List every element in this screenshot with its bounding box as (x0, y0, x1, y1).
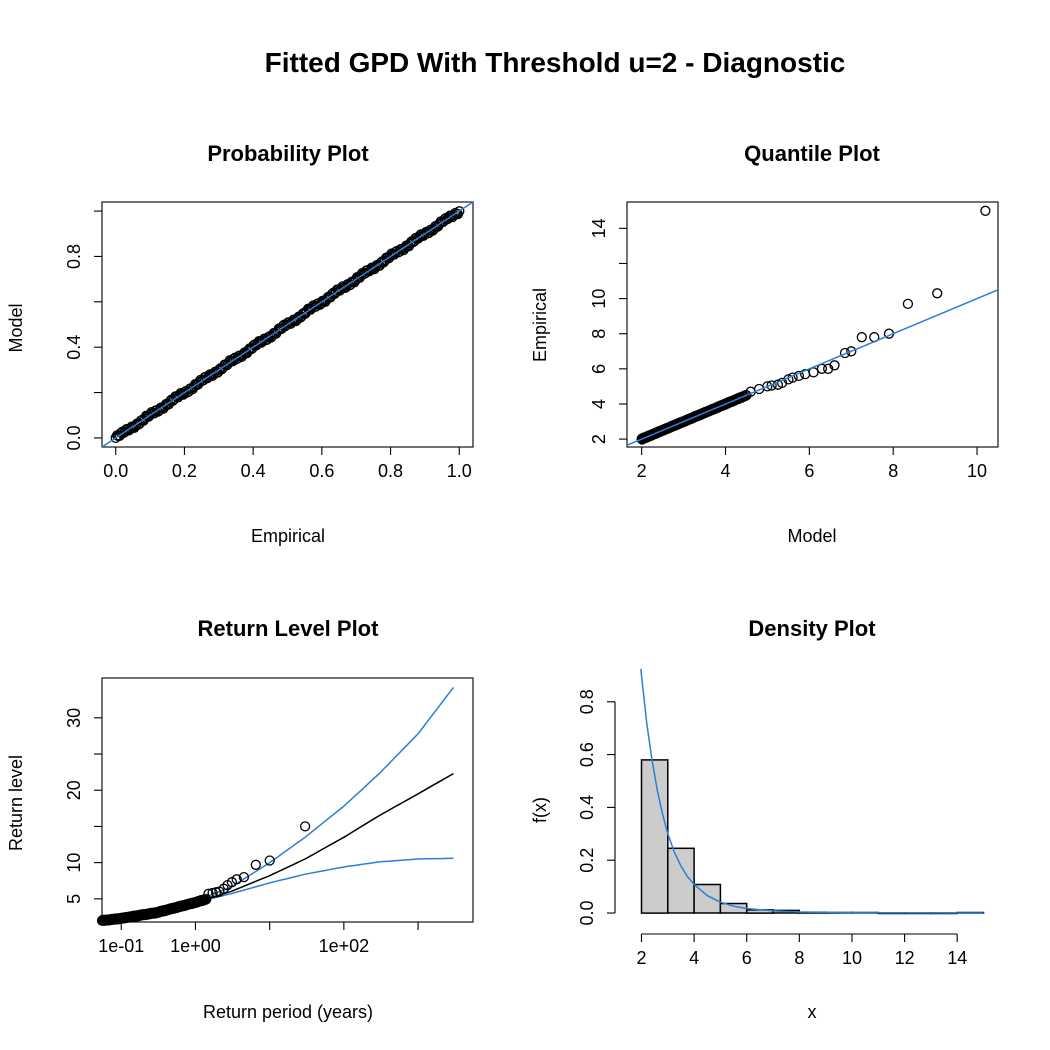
quantile-point (856, 332, 867, 343)
return-level-y-tick-label: 10 (64, 853, 84, 873)
return-level-point (264, 855, 275, 866)
density-x-tick-label: 2 (636, 948, 646, 968)
probability-plot-title: Probability Plot (207, 141, 369, 166)
density-x-tick-label: 14 (947, 948, 967, 968)
quantile-point (762, 381, 773, 392)
quantile-x-tick-label: 4 (721, 461, 731, 481)
quantile-y-tick-label: 4 (589, 399, 609, 409)
density-curve-line (640, 668, 984, 914)
probability-plot-panel: Probability Plot Empirical Model 0.0 0.2 0… (6, 141, 474, 546)
return-level-point (207, 887, 218, 899)
quantile-point (766, 380, 777, 391)
probability-y-tick-label: 0.8 (64, 244, 84, 269)
probability-y-tick-label: 0.4 (64, 335, 84, 360)
return-level-upper-confidence-bound-line (195, 686, 455, 902)
return-level-plot-xlabel: Return period (years) (203, 1002, 373, 1022)
density-x-tick-label: 10 (842, 948, 862, 968)
quantile-x-tick-label: 10 (967, 461, 987, 481)
quantile-point (846, 346, 857, 357)
probability-x-tick-label: 1.0 (447, 461, 472, 481)
quantile-plot-ylabel: Empirical (530, 288, 550, 362)
return-level-plot-frame (101, 677, 474, 923)
return-level-estimate-line (101, 772, 454, 922)
density-y-tick-label: 0.2 (577, 848, 597, 873)
probability-plot-frame (101, 201, 474, 448)
quantile-plot-frame (626, 201, 999, 448)
quantile-y-tick-label: 10 (589, 289, 609, 309)
probability-x-tick-label: 0.8 (378, 461, 403, 481)
return-level-y-tick-label: 20 (64, 780, 84, 800)
probability-point (203, 371, 214, 383)
return-level-point (203, 888, 214, 899)
probability-plot-ylabel: Model (6, 303, 26, 352)
probability-point (337, 281, 348, 292)
probability-x-tick-label: 0.4 (241, 461, 266, 481)
quantile-x-tick-label: 8 (888, 461, 898, 481)
probability-reference-line (102, 202, 473, 447)
density-histogram-bar (640, 759, 669, 914)
return-level-point (201, 894, 212, 905)
return-level-x-tick-label: 1e+02 (319, 936, 370, 956)
return-level-point (238, 871, 250, 883)
return-level-x-tick-label: 1e-01 (98, 936, 144, 956)
density-y-tick-label: 0.6 (577, 742, 597, 767)
return-level-y-tick-label: 5 (64, 894, 84, 904)
quantile-point (980, 205, 991, 216)
quantile-x-tick-label: 2 (637, 461, 647, 481)
quantile-point (829, 360, 840, 371)
return-level-x-tick-label: 1e+00 (170, 936, 221, 956)
quantile-plot-xlabel: Model (787, 526, 836, 546)
density-plot-panel: Density Plot x f(x) 2 4 6 8 10 12 14 0.0 0.2 0.4 0… (530, 616, 985, 1022)
density-histogram-bar (693, 883, 722, 914)
quantile-reference-line (627, 289, 998, 446)
return-level-plot-ylabel: Return level (6, 755, 26, 851)
figure-title: Fitted GPD With Threshold u=2 - Diagnost… (265, 47, 846, 78)
density-x-tick-label: 6 (742, 948, 752, 968)
return-level-point (231, 874, 242, 885)
density-x-tick-label: 4 (689, 948, 699, 968)
quantile-y-tick-label: 14 (589, 218, 609, 238)
probability-x-tick-label: 0.2 (172, 461, 197, 481)
quantile-point (932, 288, 943, 299)
density-y-tick-label: 0.8 (577, 689, 597, 714)
density-plot-title: Density Plot (748, 616, 876, 641)
quantile-y-tick-label: 6 (589, 364, 609, 374)
return-level-point (299, 821, 311, 832)
return-level-lower-confidence-bound-line (195, 857, 454, 904)
density-plot-xlabel: x (808, 1002, 817, 1022)
probability-x-tick-label: 0.0 (103, 461, 128, 481)
density-histogram-bar (667, 847, 695, 914)
density-y-tick-label: 0.0 (577, 901, 597, 926)
return-level-y-tick-label: 30 (64, 708, 84, 728)
return-level-point (250, 859, 261, 870)
quantile-y-tick-label: 8 (589, 329, 609, 339)
probability-point (365, 264, 376, 276)
density-x-tick-label: 12 (895, 948, 915, 968)
return-level-plot-panel: Return Level Plot Return period (years) … (6, 616, 474, 1022)
probability-x-tick-label: 0.6 (309, 461, 334, 481)
quantile-point (823, 363, 834, 374)
quantile-point (839, 347, 851, 359)
return-level-plot-title: Return Level Plot (198, 616, 380, 641)
quantile-point (808, 367, 819, 378)
probability-plot-xlabel: Empirical (251, 526, 325, 546)
density-x-tick-label: 8 (794, 948, 804, 968)
probability-y-tick-label: 0.0 (64, 425, 84, 450)
probability-point (443, 213, 454, 224)
density-y-tick-label: 0.4 (577, 795, 597, 820)
quantile-y-tick-label: 2 (589, 434, 609, 444)
quantile-plot-panel: Quantile Plot Model Empirical 2 4 6 8 10 2 4 6 8… (530, 141, 999, 546)
density-plot-ylabel: f(x) (530, 797, 550, 823)
quantile-point (902, 298, 914, 310)
probability-point (454, 206, 465, 217)
quantile-plot-title: Quantile Plot (744, 141, 880, 166)
quantile-x-tick-label: 6 (804, 461, 814, 481)
